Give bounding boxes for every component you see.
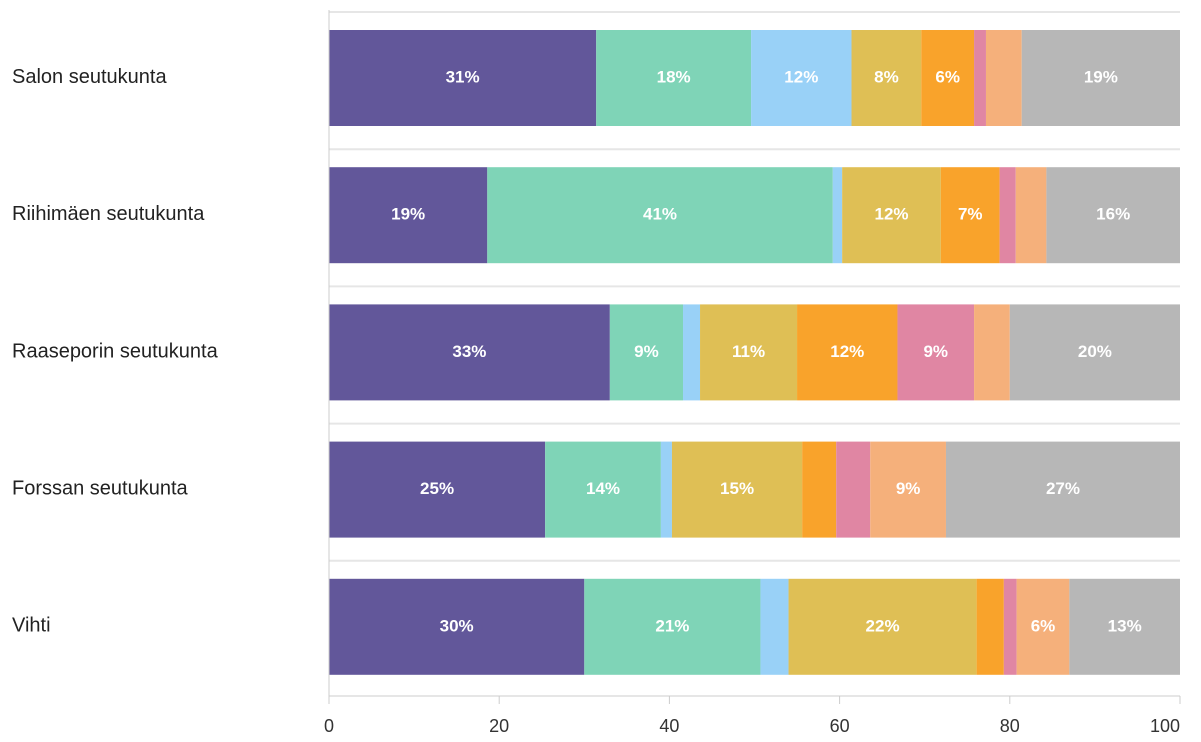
value-label: 19%: [1084, 67, 1118, 86]
bar-segment: [1015, 167, 1047, 264]
bar-segment: [660, 441, 672, 538]
bar-segment: [329, 441, 546, 538]
bar-segment: [671, 441, 803, 538]
bar-segment: [1046, 167, 1180, 264]
value-label: 11%: [732, 342, 765, 361]
value-label: 12%: [874, 205, 908, 224]
bar-segment: [1016, 578, 1070, 675]
value-label: 20%: [1078, 342, 1112, 361]
bar-segment: [851, 30, 922, 126]
bar-segment: [797, 304, 898, 401]
value-label: 16%: [1096, 205, 1130, 224]
bar-segment: [1003, 578, 1017, 675]
value-label: 33%: [452, 342, 486, 361]
bar-segment: [999, 167, 1016, 264]
bar-segment: [1009, 304, 1180, 401]
value-label: 12%: [830, 342, 864, 361]
value-label: 31%: [446, 67, 480, 86]
value-label: 30%: [440, 616, 474, 635]
bar-segment: [940, 167, 1000, 264]
bar-segment: [545, 441, 661, 538]
bar-segment: [870, 441, 946, 538]
value-label: 9%: [923, 342, 948, 361]
bar-segment: [1021, 30, 1180, 126]
value-label: 25%: [420, 479, 454, 498]
value-label: 18%: [657, 67, 691, 86]
bar-segment: [945, 441, 1180, 538]
category-label: Forssan seutukunta: [12, 477, 189, 499]
bar-segment: [842, 167, 941, 264]
value-label: 7%: [958, 205, 983, 224]
bar-segment: [329, 167, 488, 264]
value-label: 9%: [634, 342, 659, 361]
value-label: 19%: [391, 205, 425, 224]
x-tick-label: 60: [830, 716, 850, 736]
bar-segment: [596, 30, 752, 126]
bar-segment: [836, 441, 871, 538]
value-label: 6%: [935, 67, 960, 86]
x-tick-label: 80: [1000, 716, 1020, 736]
bar-segment: [788, 578, 977, 675]
bar-segment: [897, 304, 975, 401]
value-label: 12%: [784, 67, 818, 86]
bar-segment: [760, 578, 789, 675]
bar-segment: [832, 167, 843, 264]
value-label: 13%: [1108, 616, 1142, 635]
value-label: 22%: [866, 616, 900, 635]
value-label: 27%: [1046, 479, 1080, 498]
category-label: Raaseporin seutukunta: [12, 340, 219, 362]
value-label: 21%: [655, 616, 689, 635]
x-tick-label: 40: [659, 716, 679, 736]
bar-segment: [974, 304, 1010, 401]
value-label: 15%: [720, 479, 754, 498]
bar-segment: [976, 578, 1004, 675]
value-label: 8%: [874, 67, 899, 86]
category-label: Vihti: [12, 615, 51, 637]
bar-segment: [802, 441, 837, 538]
bar-segment: [329, 304, 610, 401]
x-tick-label: 20: [489, 716, 509, 736]
bar-segment: [487, 167, 833, 264]
x-tick-label: 0: [324, 716, 334, 736]
bar-segment: [700, 304, 798, 401]
bar-segment: [609, 304, 684, 401]
bar-segment: [974, 30, 986, 126]
bar-segment: [329, 578, 585, 675]
category-label: Riihimäen seutukunta: [12, 203, 205, 225]
bar-segment: [985, 30, 1022, 126]
bar-segment: [683, 304, 701, 401]
x-tick-label: 100: [1150, 716, 1180, 736]
bar-segment: [921, 30, 975, 126]
value-label: 9%: [896, 479, 921, 498]
value-label: 14%: [586, 479, 620, 498]
bar-segment: [751, 30, 852, 126]
value-label: 6%: [1031, 616, 1056, 635]
category-label: Salon seutukunta: [12, 66, 167, 88]
bar-segment: [584, 578, 761, 675]
bar-segment: [1069, 578, 1180, 675]
bar-segment: [329, 30, 597, 126]
value-label: 41%: [643, 205, 677, 224]
